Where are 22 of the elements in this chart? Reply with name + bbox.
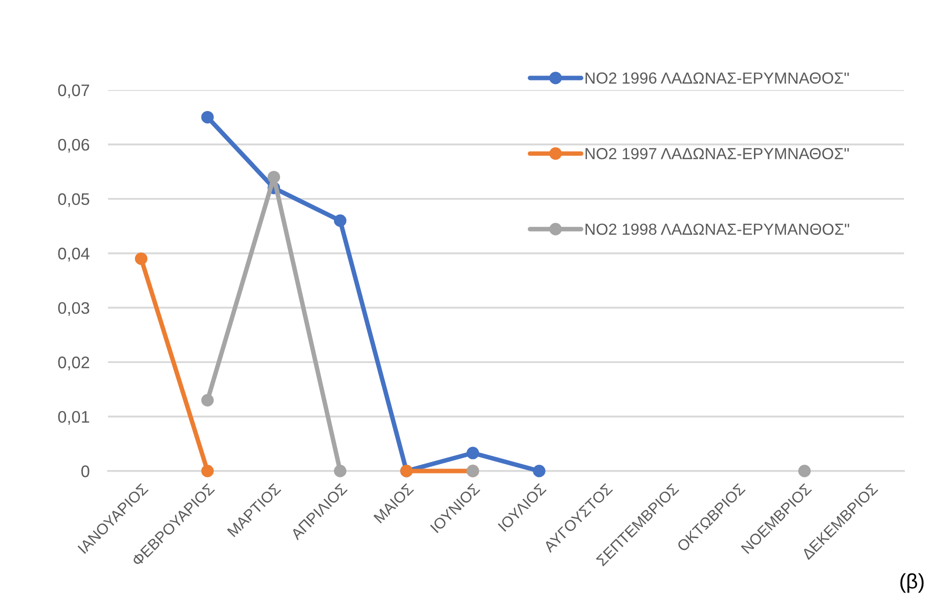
y-tick-label: 0,02 [58,356,90,370]
point [334,464,346,478]
y-tick-label: 0,04 [58,248,90,262]
point [201,110,214,124]
y-tick-label: 0,01 [58,410,90,425]
point [532,464,546,478]
legend-label: NO2 1996 ΛΑΔΩΝΑΣ-ΕΡΥΜΝΑΘΟΣ" [586,72,849,84]
point [201,464,214,478]
legend-label: NO2 1998 ΛΑΔΩΝΑΣ-ΕΡΥΜΑΝΘΟΣ" [586,224,850,235]
text: (β) [900,573,924,593]
y-tick-label: 0 [81,465,90,478]
point [134,252,148,265]
point [201,394,214,406]
y-tick-label: 0,05 [58,193,90,208]
y-tick-label: 0,06 [58,138,90,153]
point [268,170,280,184]
point [334,214,346,227]
legend-label: NO2 1997 ΛΑΔΩΝΑΣ-ΕΡΥΜΝΑΘΟΣ" [586,148,849,160]
point [466,446,480,460]
y-tick-label: 0,03 [58,302,90,316]
point [798,464,811,478]
y-tick-label: 0,07 [58,84,90,98]
